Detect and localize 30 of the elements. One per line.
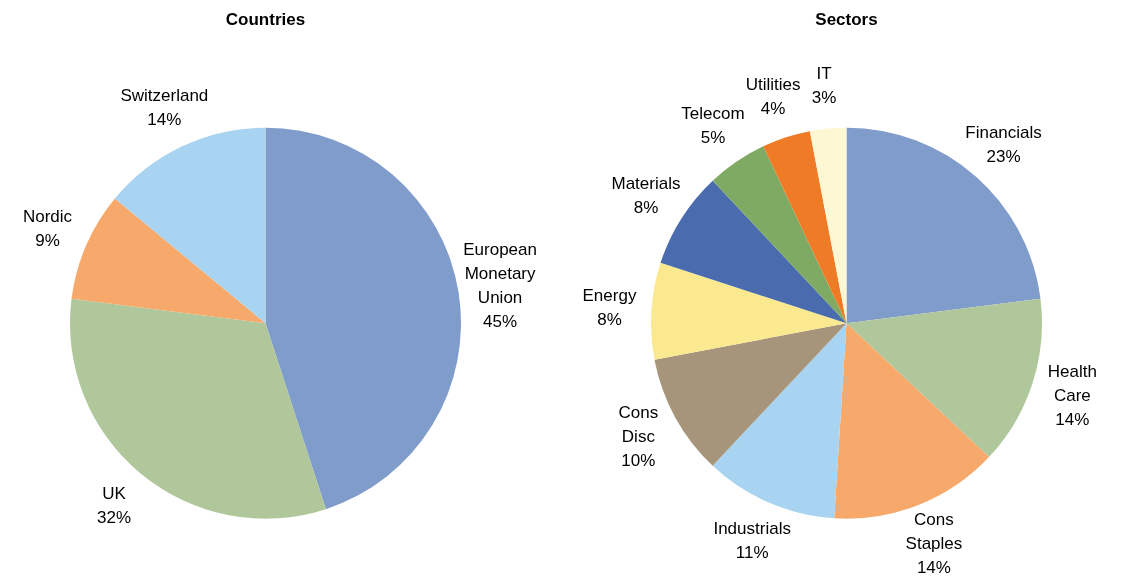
slice-label: Industrials — [713, 518, 791, 538]
chart-title: Countries — [225, 9, 306, 29]
data-label: 14% — [147, 109, 182, 129]
slice-label: Health Care — [1047, 362, 1097, 406]
slice-label: UK — [102, 483, 127, 503]
slice-label: European Monetary Union — [463, 239, 537, 307]
slice-label: Utilities — [745, 75, 801, 95]
data-label: 3% — [811, 88, 837, 108]
slice-label: Materials — [611, 173, 681, 193]
slice-label: Nordic — [22, 206, 73, 226]
slice-label: Telecom — [681, 104, 745, 124]
data-label: 11% — [735, 542, 769, 562]
data-label: 9% — [35, 230, 60, 250]
data-label: 32% — [97, 507, 132, 527]
slice-label: Financials — [965, 122, 1042, 142]
data-label: 14% — [916, 557, 951, 577]
slice-label: Cons Staples — [905, 509, 963, 553]
data-label: 4% — [760, 99, 786, 119]
data-label: 14% — [1055, 410, 1090, 430]
data-label: 5% — [700, 128, 726, 148]
data-label: 8% — [597, 309, 622, 329]
chart-title: Sectors — [815, 9, 878, 29]
data-label: 8% — [633, 197, 659, 217]
data-label: 10% — [621, 451, 656, 471]
slice-label: IT — [816, 64, 832, 84]
data-label: 23% — [986, 146, 1021, 166]
data-label: 45% — [483, 311, 518, 331]
slice-label: Cons Disc — [618, 403, 659, 447]
slice-label: Energy — [582, 285, 637, 305]
slice-label: Switzerland — [120, 85, 209, 105]
